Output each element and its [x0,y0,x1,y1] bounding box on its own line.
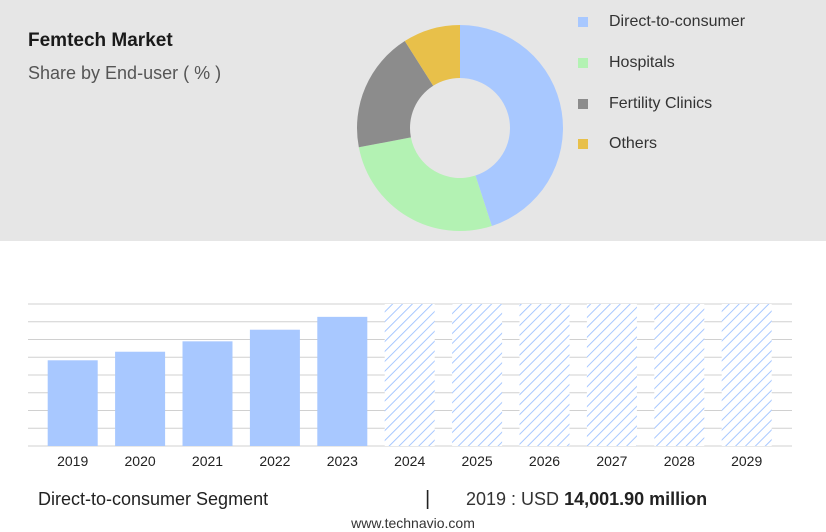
donut-slice-direct-to-consumer [460,25,563,226]
legend-item-hospitals: Hospitals [578,53,745,73]
segment-label: Direct-to-consumer Segment [38,489,269,509]
donut-slice-fertility-clinics [357,41,434,148]
segment-value: 2019 : USD 14,001.90 million [466,489,707,510]
bar-chart: 2019 2020 2021 2022 2023 2024 2025 2026 2027 2028… [28,303,792,469]
donut-slice-others [404,25,460,86]
legend-label: Direct-to-consumer [609,13,746,30]
legend-item-fertility-clinics: Fertility Clinics [578,94,745,114]
bar-2025 [452,304,503,446]
chart-title: Femtech Market [28,30,173,51]
bar-2019 [47,360,98,446]
legend-swatch [578,57,588,68]
bar-2028 [654,304,705,446]
x-tick-label: 2020 [125,453,156,469]
legend-item-others: Others [578,134,745,154]
x-tick-label: 2029 [731,453,762,469]
donut-chart [340,25,580,245]
x-tick-label: 2019 [57,453,88,469]
bar-2029 [721,304,772,446]
legend-label: Fertility Clinics [609,94,713,112]
bar-2020 [115,351,166,446]
bar-2023 [317,316,368,446]
x-tick-label: 2022 [259,453,290,469]
source-url: www.technavio.com [351,515,475,531]
bar-2026 [519,304,570,446]
segment-value-prefix: 2019 : USD [466,489,560,509]
bar-2027 [586,304,637,446]
x-tick-label: 2027 [596,453,627,469]
bar-2024 [384,304,435,446]
x-tick-label: 2026 [529,453,560,469]
x-tick-label: 2028 [664,453,695,469]
x-tick-label: 2021 [192,453,223,469]
chart-subtitle: Share by End-user ( % ) [28,63,222,83]
legend-swatch [578,139,588,150]
footer-separator: | [425,488,431,510]
x-tick-label: 2024 [394,453,425,469]
legend-swatch [578,98,588,109]
legend-item-direct-to-consumer: Direct-to-consumer [578,12,745,32]
legend-label: Others [609,135,658,153]
segment-value-amount: 14,001.90 million [564,489,708,509]
bar-2022 [249,329,300,446]
bar-2021 [182,341,233,446]
donut-slice-hospitals [358,137,492,231]
legend-swatch [578,17,588,27]
x-tick-label: 2025 [462,453,493,469]
x-tick-label: 2023 [327,453,358,469]
legend-label: Hospitals [609,53,675,71]
donut-clip-mask [340,241,580,245]
legend: Direct-to-consumer Hospitals Fertility C… [578,12,745,175]
